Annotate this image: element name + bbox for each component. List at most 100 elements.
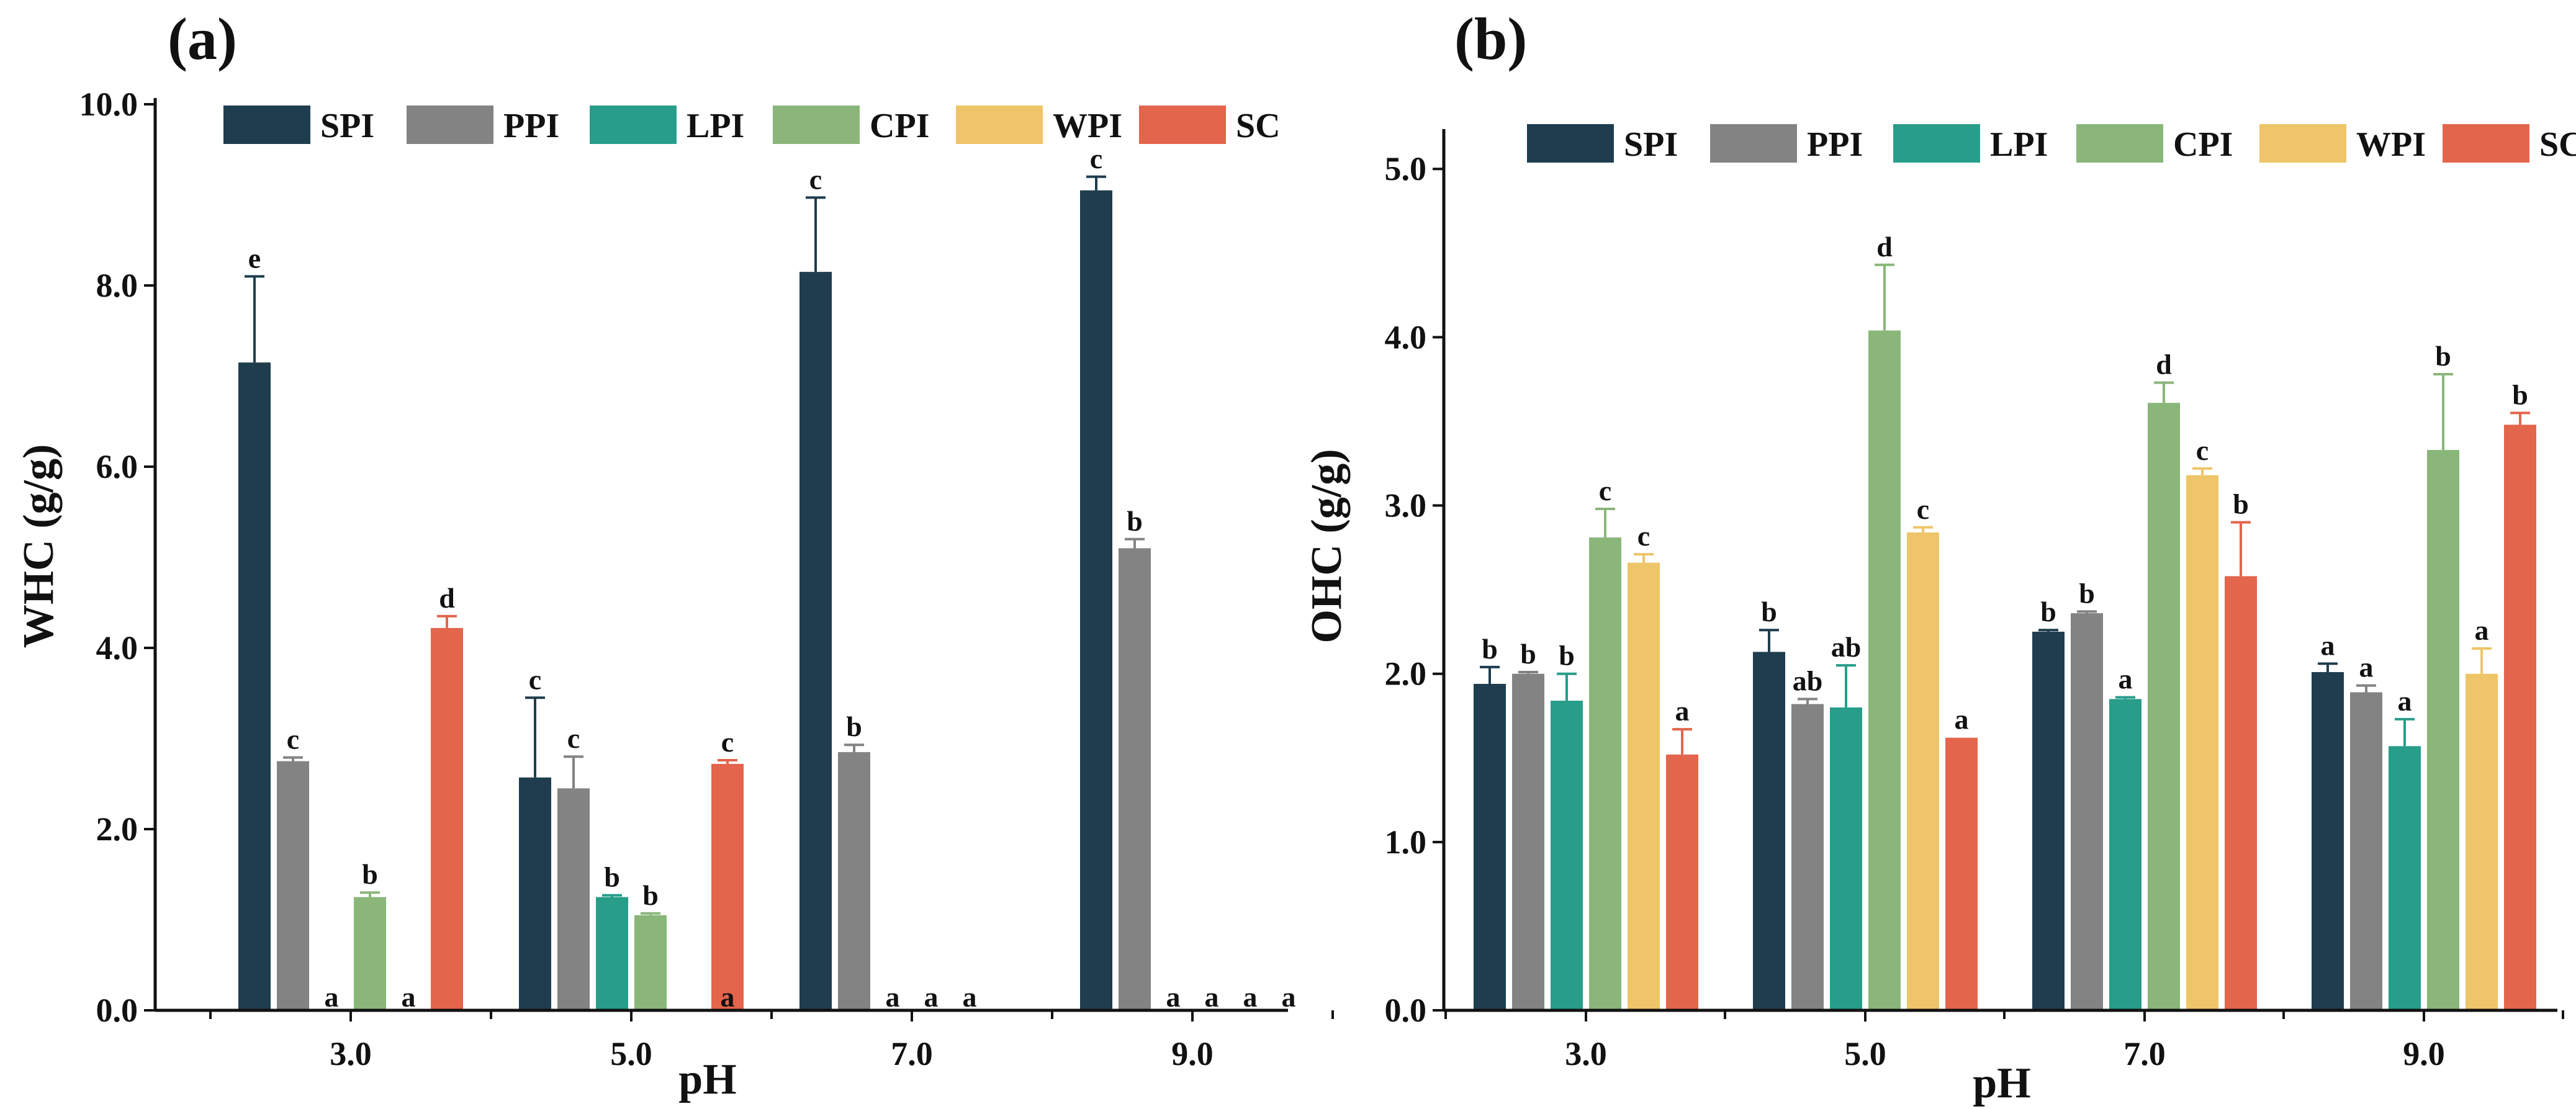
significance-letter: b [2233, 488, 2249, 520]
bar-lpi-ph-5.0 [596, 897, 628, 1010]
bar-cpi-ph-9.0 [2427, 450, 2459, 1010]
bar-spi-ph-7.0 [2032, 631, 2065, 1010]
significance-letter: b [642, 879, 659, 911]
panel-b-y-axis: 0.0 1.0 2.0 3.0 4.0 5.0 [1385, 129, 1446, 1029]
legend-label-spi: SPI [1624, 125, 1678, 164]
significance-letter: c [721, 726, 734, 758]
significance-letter: b [1520, 638, 1536, 670]
bar-wpi-ph-7.0 [2186, 475, 2218, 1010]
bar-spi-ph-3.0 [1474, 683, 1506, 1010]
legend-swatch-lpi [590, 106, 677, 144]
bar-wpi-ph-5.0 [1907, 532, 1939, 1010]
significance-letter: b [362, 858, 378, 890]
bar-sc-ph-9.0 [2504, 424, 2536, 1010]
significance-letter: a [325, 981, 339, 1013]
bar-cpi-ph-3.0 [354, 897, 386, 1010]
legend-swatch-wpi [2259, 124, 2346, 163]
bar-ppi-ph-7.0 [838, 752, 870, 1010]
x-tick-label: 9.0 [1171, 1035, 1214, 1072]
significance-letter: c [1090, 143, 1102, 174]
legend-swatch-cpi [2076, 124, 2163, 163]
significance-letter: c [287, 724, 299, 755]
legend-label-lpi: LPI [687, 107, 744, 145]
x-tick-label: 5.0 [610, 1035, 652, 1072]
significance-letter: a [1205, 981, 1219, 1013]
y-tick-label: 8.0 [96, 267, 138, 304]
bar-lpi-ph-9.0 [2389, 746, 2421, 1010]
bar-cpi-ph-3.0 [1589, 537, 1621, 1010]
bar-ppi-ph-5.0 [557, 788, 590, 1010]
significance-letter: b [1127, 505, 1143, 537]
significance-letter: d [439, 582, 455, 614]
significance-letter: b [1559, 640, 1575, 671]
legend-swatch-ppi [1710, 124, 1797, 163]
bar-sc-ph-3.0 [431, 627, 463, 1010]
bar-ppi-ph-3.0 [1512, 673, 1544, 1010]
significance-letter: a [1243, 981, 1258, 1013]
significance-letter: b [846, 711, 862, 742]
bar-ppi-ph-5.0 [1791, 704, 1824, 1010]
bar-sc-ph-5.0 [711, 763, 744, 1010]
bar-lpi-ph-7.0 [2109, 699, 2141, 1010]
y-tick-label: 0.0 [1385, 992, 1427, 1029]
legend-label-wpi: WPI [2356, 125, 2426, 164]
legend-label-cpi: CPI [2173, 125, 2233, 164]
panel-a-y-axis: 0.0 2.0 4.0 6.0 8.0 10.0 [79, 86, 157, 1029]
significance-letter: a [1675, 695, 1690, 727]
bar-sc-ph-7.0 [2225, 576, 2257, 1010]
bar-wpi-ph-9.0 [2466, 673, 2498, 1010]
legend-label-sc: SC [2539, 125, 2576, 164]
panel-b-label: (b) [1454, 6, 1527, 72]
significance-letter: c [1637, 520, 1650, 552]
bar-ppi-ph-9.0 [1119, 548, 1151, 1010]
significance-letter: c [529, 663, 541, 695]
bar-spi-ph-9.0 [2312, 671, 2344, 1010]
significance-letter: c [567, 722, 580, 754]
bar-ppi-ph-9.0 [2350, 692, 2382, 1010]
panel-b-legend: SPI PPI LPI CPI WPI SC [1527, 124, 2576, 164]
panel-a-x-axis: 3.0 5.0 7.0 9.0 [155, 1008, 1334, 1072]
bar-lpi-ph-5.0 [1830, 707, 1862, 1010]
significance-letter: ab [1831, 631, 1862, 663]
panel-b-ohc-chart: (b) OHC (g/g) pH SPI PPI LPI CPI WPI SC bb bab… [1303, 6, 2576, 1107]
bar-lpi-ph-3.0 [1551, 701, 1583, 1010]
significance-letter: d [1876, 231, 1893, 263]
panel-b-x-axis: 3.0 5.0 7.0 9.0 [1444, 1008, 2564, 1072]
significance-letter: b [1482, 633, 1498, 665]
legend-swatch-ppi [407, 106, 493, 144]
panel-b-x-axis-title: pH [1973, 1059, 2030, 1107]
significance-letter: a [2119, 663, 2133, 695]
panel-a-whc-chart: (a) WHC (g/g) pH SPI PPI LPI CPI WPI SC ecccc… [15, 6, 1334, 1103]
significance-letter: a [963, 981, 977, 1013]
significance-letter: b [2435, 340, 2451, 372]
significance-letter: d [2156, 349, 2172, 380]
significance-letter: e [248, 242, 261, 274]
significance-letter: b [2079, 577, 2095, 609]
significance-letter: b [604, 861, 620, 893]
y-tick-label: 2.0 [96, 810, 138, 848]
significance-letter: a [1166, 981, 1181, 1013]
bar-spi-ph-9.0 [1080, 190, 1112, 1011]
significance-letter: c [2196, 434, 2209, 466]
legend-swatch-wpi [956, 106, 1043, 144]
significance-letter: ab [1793, 665, 1823, 696]
legend-label-ppi: PPI [1807, 125, 1863, 164]
legend-swatch-spi [223, 106, 310, 144]
significance-letter: b [2512, 379, 2528, 410]
significance-letter: a [1282, 981, 1296, 1013]
bar-sc-ph-3.0 [1666, 754, 1698, 1010]
y-tick-label: 1.0 [1385, 824, 1427, 861]
y-tick-label: 6.0 [96, 448, 138, 485]
bar-spi-ph-5.0 [519, 777, 551, 1010]
significance-letter: c [1917, 493, 1929, 525]
significance-letter: a [2359, 652, 2374, 683]
y-tick-label: 3.0 [1385, 487, 1427, 524]
legend-swatch-sc [2443, 124, 2529, 163]
legend-label-spi: SPI [320, 107, 374, 145]
x-tick-label: 9.0 [2403, 1035, 2445, 1072]
panel-a-x-axis-title: pH [678, 1056, 736, 1103]
x-tick-label: 3.0 [330, 1035, 372, 1072]
bar-sc-ph-5.0 [1945, 737, 1978, 1010]
significance-letter: c [1599, 475, 1611, 506]
